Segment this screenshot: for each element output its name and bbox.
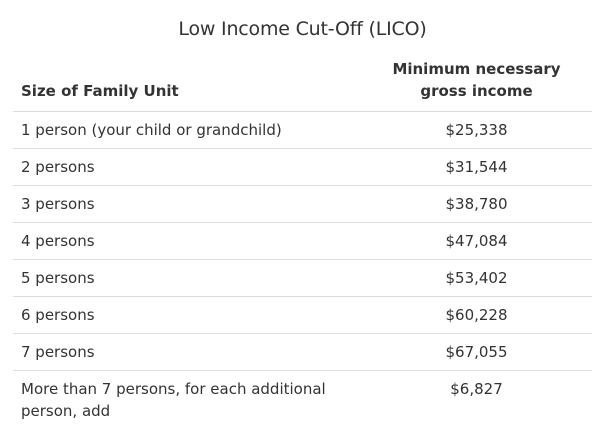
table-row: 6 persons $60,228 [13,296,592,334]
family-size-cell: 1 person (your child or grandchild) [13,111,361,149]
income-cell: $25,338 [361,111,592,149]
family-size-cell: 2 persons [13,148,361,186]
table-body: 1 person (your child or grandchild) $25,… [13,111,592,430]
family-size-cell: More than 7 persons, for each additional… [21,380,326,420]
income-cell: $67,055 [361,333,592,371]
income-cell: $6,827 [450,380,503,398]
table-row: 1 person (your child or grandchild) $25,… [13,111,592,149]
column-header-gross-income: Minimum necessary gross income [361,58,592,112]
income-cell: $47,084 [361,222,592,260]
family-size-cell: 3 persons [13,185,361,223]
family-size-cell: 5 persons [13,259,361,297]
table-row: More than 7 persons, for each additional… [13,371,592,430]
income-cell: $38,780 [361,185,592,223]
family-size-cell: 6 persons [13,296,361,334]
table-row: 2 persons $31,544 [13,148,592,186]
table-header: Size of Family Unit Minimum necessary gr… [13,58,592,112]
table-caption: Low Income Cut-Off (LICO) [178,18,427,40]
income-cell: $53,402 [361,259,592,297]
table-row: 5 persons $53,402 [13,259,592,297]
lico-table: Size of Family Unit Minimum necessary gr… [13,58,592,429]
table-row: 4 persons $47,084 [13,222,592,260]
income-cell: $31,544 [361,148,592,186]
family-size-cell: 7 persons [13,333,361,371]
table-row: 3 persons $38,780 [13,185,592,223]
table-row: 7 persons $67,055 [13,333,592,371]
column-header-family-size: Size of Family Unit [13,58,361,112]
header-row: Size of Family Unit Minimum necessary gr… [13,58,592,112]
family-size-cell: 4 persons [13,222,361,260]
income-cell: $60,228 [361,296,592,334]
